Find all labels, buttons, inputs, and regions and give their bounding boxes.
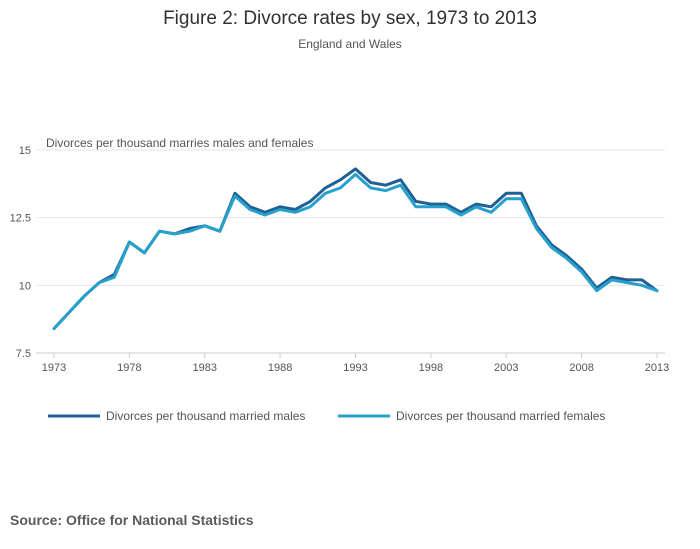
x-tick-label: 2013	[645, 362, 669, 374]
y-tick-label: 12.5	[10, 213, 31, 225]
y-tick-label: 7.5	[16, 348, 31, 360]
x-tick-label: 1998	[419, 362, 443, 374]
x-tick-label: 1993	[343, 362, 367, 374]
x-tick-label: 1988	[268, 362, 292, 374]
legend-label: Divorces per thousand married males	[106, 409, 305, 423]
x-tick-label: 2003	[494, 362, 518, 374]
legend: Divorces per thousand married males Divor…	[48, 409, 605, 423]
x-axis: 1973 1978 1983 1988 1993 1998 2003 2008 2013	[36, 352, 669, 374]
source-note: Source: Office for National Statistics	[10, 512, 254, 528]
x-tick-label: 2008	[569, 362, 593, 374]
y-tick-label: 10	[19, 280, 31, 292]
series-line	[52, 172, 659, 331]
x-tick-label: 1973	[42, 362, 66, 374]
legend-label: Divorces per thousand married females	[396, 409, 605, 423]
y-tick-label: 15	[19, 145, 31, 157]
gridlines	[36, 149, 665, 286]
y-axis-ticks: 7.5 10 12.5 15	[10, 145, 31, 360]
series-lines	[52, 167, 659, 331]
x-tick-label: 1983	[193, 362, 217, 374]
series-line	[52, 167, 659, 331]
y-axis-label: Divorces per thousand marries males and …	[46, 136, 313, 150]
chart-subtitle: England and Wales	[298, 37, 402, 51]
chart-title: Figure 2: Divorce rates by sex, 1973 to …	[163, 8, 537, 29]
x-tick-label: 1978	[117, 362, 141, 374]
